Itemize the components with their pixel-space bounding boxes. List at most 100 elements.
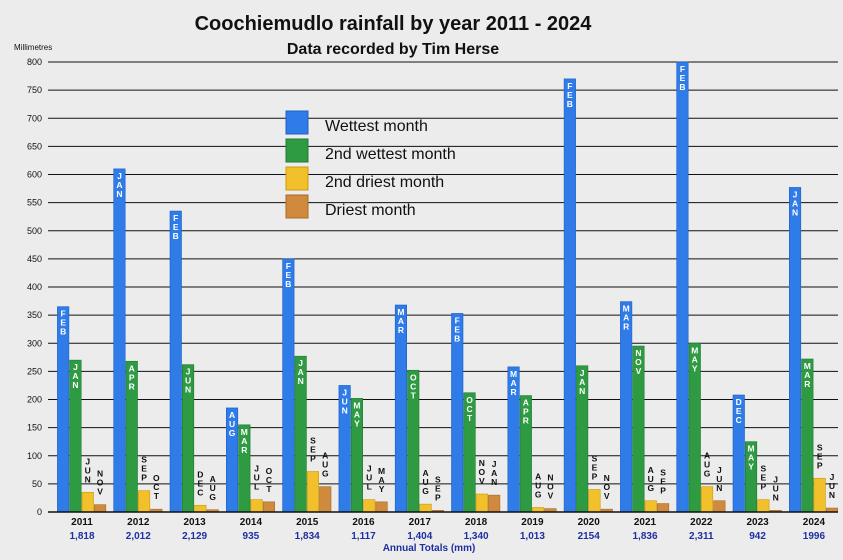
y-tick-label: 300 xyxy=(27,338,42,348)
year-label-2017: 2017 xyxy=(409,517,432,528)
bar-driest-2022 xyxy=(713,500,726,513)
year-label-2022: 2022 xyxy=(690,517,713,528)
bar-driest-2021 xyxy=(656,503,670,513)
legend-swatch-wettest xyxy=(285,110,309,135)
annual-total-2015: 1,834 xyxy=(295,531,320,542)
bar-second-driest-2020 xyxy=(588,489,601,513)
legend-label-driest: Driest month xyxy=(325,202,416,219)
y-tick-label: 550 xyxy=(27,198,42,208)
y-tick-label: 650 xyxy=(27,141,42,151)
annual-total-2023: 942 xyxy=(749,531,766,542)
gridlines xyxy=(48,61,838,513)
y-tick-label: 500 xyxy=(27,226,42,236)
bar-wettest-2021 xyxy=(620,301,633,513)
y-tick-label: 350 xyxy=(27,310,42,320)
year-label-2016: 2016 xyxy=(352,517,375,528)
year-label-2019: 2019 xyxy=(521,517,544,528)
bar-second-driest-2012 xyxy=(138,490,151,513)
year-label-2011: 2011 xyxy=(71,517,93,528)
bar-wettest-2017 xyxy=(394,304,408,513)
axes: 0 50 100 150 200 250 300 350 400 450 500 550 600 650 7… xyxy=(27,57,838,542)
y-tick-label: 250 xyxy=(27,366,42,376)
bar-wettest-2011 xyxy=(57,306,70,513)
annual-total-2022: 2,311 xyxy=(689,531,714,542)
bar-driest-2016 xyxy=(375,501,388,513)
bar-second-driest-2021 xyxy=(644,500,657,513)
year-label-2018: 2018 xyxy=(465,517,488,528)
annual-total-2021: 1,836 xyxy=(632,531,657,542)
bar-second-driest-2015 xyxy=(306,471,320,513)
bar-driest-2018 xyxy=(488,494,501,513)
annual-total-2012: 2,012 xyxy=(126,531,151,542)
legend: Wettest month 2nd wettest month 2nd drie… xyxy=(285,110,456,219)
bar-second-driest-2014 xyxy=(250,499,263,513)
bar-second-driest-2016 xyxy=(363,499,376,513)
legend-label-second-wettest: 2nd wettest month xyxy=(325,146,456,163)
y-tick-label: 200 xyxy=(27,395,42,405)
year-label-2021: 2021 xyxy=(634,517,657,528)
annual-total-2014: 935 xyxy=(243,531,260,542)
year-label-2024: 2024 xyxy=(803,517,826,528)
bars: F E B J A N J U N N O V J A N A P R S E P O C T F E B J U N D E C A U G A U G M… xyxy=(57,61,839,513)
bar-driest-2014 xyxy=(262,501,276,513)
chart-title: Coochiemudlo rainfall by year 2011 - 202… xyxy=(195,13,593,35)
y-tick-label: 400 xyxy=(27,282,42,292)
annual-total-2020: 2154 xyxy=(578,531,601,542)
year-label-2013: 2013 xyxy=(183,517,206,528)
bar-second-driest-2022 xyxy=(700,486,714,513)
bar-second-driest-2018 xyxy=(475,493,488,513)
bar-wettest-2024 xyxy=(788,187,802,513)
annual-total-2024: 1996 xyxy=(803,531,826,542)
bar-wettest-2020 xyxy=(563,78,576,513)
legend-label-wettest: Wettest month xyxy=(325,118,428,135)
bar-driest-2015 xyxy=(319,486,332,513)
annual-total-2016: 1,117 xyxy=(351,531,376,542)
legend-swatch-second-driest xyxy=(285,166,309,191)
bar-second-driest-2024 xyxy=(813,477,826,513)
